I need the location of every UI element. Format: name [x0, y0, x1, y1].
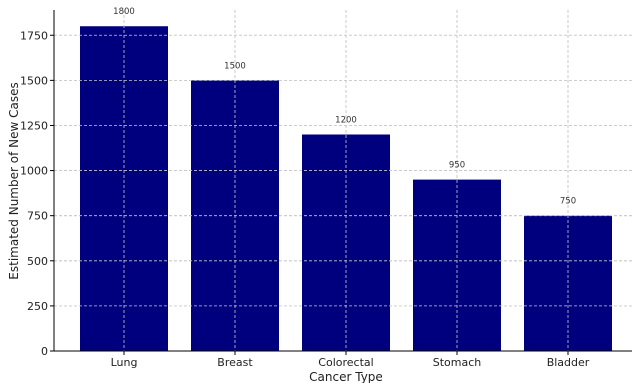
- data-label: 1500: [224, 61, 246, 71]
- y-tick-label: 750: [27, 210, 48, 223]
- x-tick-label: Breast: [217, 356, 253, 369]
- data-label: 1200: [335, 115, 357, 125]
- y-tick-label: 0: [41, 345, 48, 358]
- y-tick-label: 250: [27, 300, 48, 313]
- x-tick-label: Lung: [111, 356, 138, 369]
- y-tick-label: 1000: [20, 165, 48, 178]
- y-tick-label: 1750: [20, 29, 48, 42]
- data-label: 750: [560, 197, 576, 207]
- y-tick-label: 1500: [20, 74, 48, 87]
- data-label: 950: [449, 161, 465, 171]
- y-tick-label: 1250: [20, 119, 48, 132]
- x-axis-title: Cancer Type: [309, 370, 383, 383]
- axes-layer: [50, 10, 632, 355]
- y-tick-label: 500: [27, 255, 48, 268]
- labels-layer: 0 250 500 750 1000 1250 1500 1750 1800 1500 1200 95…: [20, 7, 590, 369]
- bar-bladder: [524, 215, 612, 351]
- y-axis-title: Estimated Number of New Cases: [7, 82, 21, 279]
- x-tick-label: Colorectal: [318, 356, 373, 369]
- x-tick-label: Bladder: [547, 356, 590, 369]
- overlay-grid-layer: [54, 10, 632, 351]
- data-label: 1800: [113, 7, 135, 17]
- x-tick-label: Stomach: [433, 356, 482, 369]
